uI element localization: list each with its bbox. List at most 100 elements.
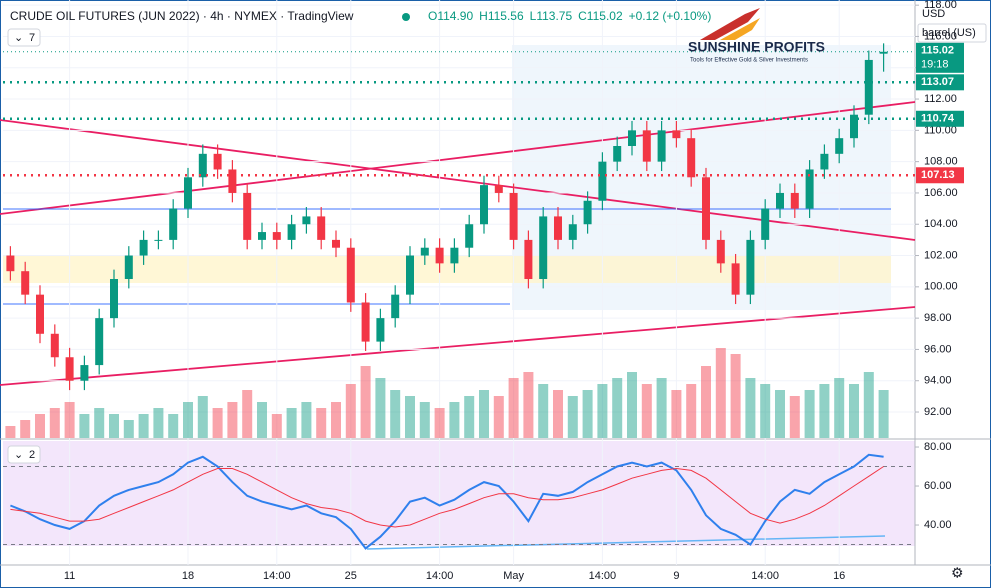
candle-body [731, 263, 740, 295]
candle-body [287, 224, 296, 240]
candle-body [95, 318, 104, 366]
y-tick-label: 104.00 [924, 218, 958, 230]
candle-body [554, 216, 562, 240]
logo: SUNSHINE PROFITS [688, 39, 825, 55]
candle-body [258, 232, 266, 240]
price-label-box [916, 110, 964, 127]
y-tick-label: 40.00 [924, 519, 952, 531]
candle-body [642, 130, 651, 162]
y-tick-label: 116.00 [924, 30, 957, 42]
trendline [0, 306, 916, 386]
y-tick-label: 94.00 [924, 375, 952, 387]
logo-swoosh [720, 18, 760, 40]
x-tick-label: 16 [833, 570, 845, 582]
volume-bar [212, 408, 223, 438]
candle-body [628, 130, 636, 146]
candle-body [65, 357, 74, 381]
candle-body [184, 177, 192, 209]
volume-bar [64, 402, 75, 438]
volume-bar [183, 402, 193, 438]
volume-bar [671, 390, 682, 438]
last-price: 115.02 [921, 45, 954, 57]
y-tick-label: 60.00 [924, 480, 952, 492]
volume-bar [360, 366, 371, 438]
candle-body [850, 114, 858, 139]
candle-body [317, 216, 326, 240]
settings-icon[interactable]: ⚙ [951, 565, 964, 581]
volume-bar [849, 384, 859, 438]
volume-bar [523, 372, 534, 438]
volume-bar [612, 378, 623, 438]
volume-bar [375, 378, 386, 438]
candle-body [435, 247, 444, 264]
candle-body [361, 302, 370, 342]
unit: barrel (US) [922, 27, 976, 39]
candle-body [376, 318, 385, 342]
trendline [0, 101, 916, 215]
candle-body [746, 239, 755, 295]
volume-bar [834, 378, 845, 438]
currency: USD [922, 8, 945, 20]
volume-bar [5, 426, 16, 438]
volume-bar [168, 414, 179, 438]
candle-body [391, 294, 400, 319]
candle-body [568, 224, 577, 240]
candle-body [465, 224, 474, 248]
ohlc-legend: O114.90 H115.56 L113.75 C115.02 +0.12 (+0.10… [428, 9, 711, 23]
y-tick-label: 98.00 [924, 312, 952, 324]
y-tick-label: 96.00 [924, 343, 952, 355]
volume-bar [449, 402, 460, 438]
volume-bar [775, 390, 785, 438]
candle-body [272, 232, 281, 240]
candle-body [450, 247, 459, 264]
plot [3, 0, 915, 565]
volume-bar [656, 378, 667, 438]
candle-body [702, 177, 710, 240]
candle-body [761, 208, 770, 240]
value-area [3, 255, 891, 283]
legend-value: +0.12 (+0.10%) [629, 9, 712, 23]
volume-bar [686, 384, 697, 438]
volume-bar [745, 378, 756, 438]
price-label-box [916, 167, 964, 184]
chevron: ⌄ [14, 449, 23, 461]
candle-body [835, 138, 844, 154]
rsi-background [3, 441, 915, 546]
y-tick-label: 118.00 [924, 0, 957, 11]
price-label: 113.07 [921, 76, 954, 88]
y-tick-label: 108.00 [924, 156, 958, 168]
unit-selector[interactable] [917, 23, 987, 43]
y-tick-label: 100.00 [924, 281, 958, 293]
volume-bar [819, 384, 830, 438]
candle-body [36, 294, 44, 334]
x-tick-label: 11 [64, 570, 75, 582]
volume-bar [597, 384, 608, 438]
candle-body [50, 333, 59, 358]
volume-bar [715, 348, 726, 438]
indicator-toggle[interactable] [7, 445, 41, 464]
volume-bar [331, 402, 341, 438]
rsi-line [10, 453, 884, 550]
volume-bar [197, 396, 208, 438]
volume-bar [79, 414, 90, 438]
candle-body [80, 365, 89, 381]
x-tick-label: 9 [673, 570, 679, 582]
rsi-line [10, 466, 884, 528]
candle-body [302, 216, 311, 225]
indicator-toggle[interactable] [7, 28, 41, 47]
indicator-count: 7 [29, 32, 35, 44]
volume-bar [582, 390, 593, 438]
candle-body [228, 169, 237, 193]
volume-bar [20, 420, 31, 438]
x-tick-label: 25 [345, 570, 357, 582]
candle-body [332, 239, 340, 248]
volume-bar [419, 402, 430, 438]
candle-body [672, 130, 681, 139]
volume-bar [109, 414, 119, 438]
volume-bar [878, 390, 889, 438]
last-price-box [916, 42, 964, 73]
x-tick-label: 14:00 [751, 570, 779, 582]
chevron: ⌄ [14, 32, 23, 44]
volume-bar [434, 408, 445, 438]
volume-bar [138, 414, 149, 438]
